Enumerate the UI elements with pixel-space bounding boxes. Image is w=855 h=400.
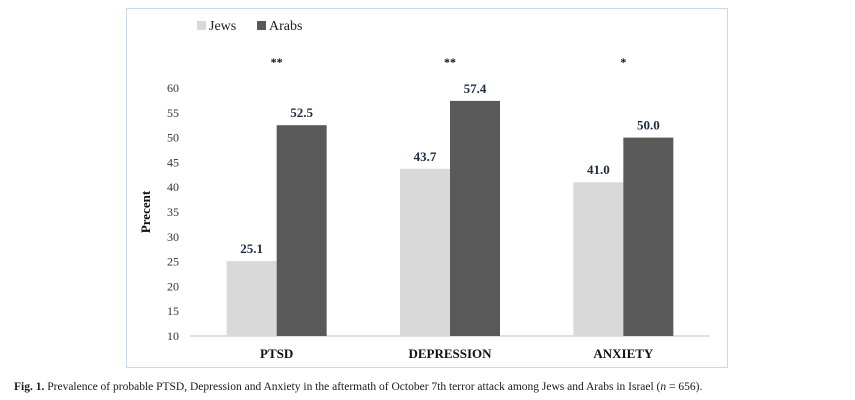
bar-arabs-ptsd <box>276 125 327 336</box>
y-tick-label-6: 40 <box>167 180 179 194</box>
x-tick-label-depression: DEPRESSION <box>408 346 492 361</box>
data-label-arabs-depression: 57.4 <box>464 81 487 96</box>
caption-text: Prevalence of probable PTSD, Depression … <box>47 381 661 393</box>
data-label-arabs-anxiety: 50.0 <box>637 118 660 133</box>
bar-jews-depression <box>400 168 450 336</box>
legend-label-arabs: Arabs <box>269 19 302 34</box>
data-label-arabs-ptsd: 52.5 <box>290 105 313 120</box>
y-axis-label: Precent <box>138 190 153 233</box>
significance-marker-depression: ** <box>444 55 456 69</box>
y-tick-label-10: 60 <box>167 81 179 95</box>
significance-marker-ptsd: ** <box>271 55 283 69</box>
bar-jews-ptsd <box>226 261 277 336</box>
caption-n-value: = 656). <box>666 381 703 393</box>
y-tick-label-3: 25 <box>167 255 179 269</box>
bar-arabs-depression <box>450 100 500 337</box>
bar-jews-anxiety <box>573 182 624 336</box>
y-tick-label-2: 20 <box>167 279 179 293</box>
caption-label: Fig. 1. <box>14 381 45 393</box>
caption-n-symbol: n <box>660 381 667 393</box>
y-tick-label-4: 30 <box>167 230 179 244</box>
x-tick-label-ptsd: PTSD <box>260 346 293 361</box>
legend-swatch-arabs <box>257 21 266 30</box>
figure-caption: Fig. 1. Prevalence of probable PTSD, Dep… <box>14 381 844 393</box>
y-tick-label-5: 35 <box>167 205 179 219</box>
bar-arabs-anxiety <box>623 137 674 336</box>
data-label-jews-depression: 43.7 <box>414 149 437 164</box>
y-tick-label-0: 10 <box>167 329 179 343</box>
legend-label-jews: Jews <box>209 19 236 34</box>
data-label-jews-anxiety: 41.0 <box>587 162 610 177</box>
legend-swatch-jews <box>197 21 206 30</box>
y-tick-label-9: 55 <box>167 106 179 120</box>
data-label-jews-ptsd: 25.1 <box>240 241 263 256</box>
y-tick-label-1: 15 <box>167 304 179 318</box>
y-tick-label-8: 50 <box>167 131 179 145</box>
significance-marker-anxiety: * <box>620 55 626 69</box>
y-tick-label-7: 45 <box>167 155 179 169</box>
x-tick-label-anxiety: ANXIETY <box>593 346 654 361</box>
